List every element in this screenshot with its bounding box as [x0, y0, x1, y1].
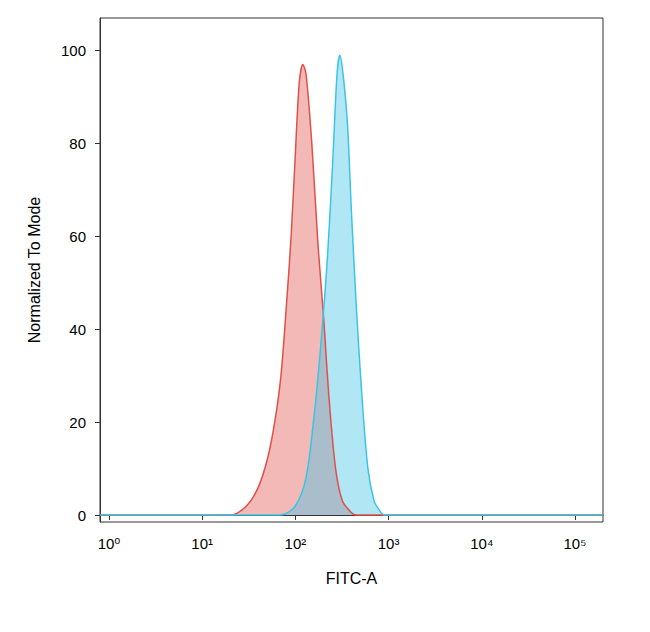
svg-text:FITC-A: FITC-A	[326, 570, 378, 587]
svg-text:0: 0	[78, 507, 86, 524]
svg-text:10⁵: 10⁵	[563, 535, 586, 552]
svg-text:10²: 10²	[285, 535, 307, 552]
svg-text:Normalized To Mode: Normalized To Mode	[26, 197, 43, 344]
svg-text:10⁴: 10⁴	[470, 535, 493, 552]
svg-text:10⁰: 10⁰	[98, 535, 121, 552]
svg-text:100: 100	[61, 42, 86, 59]
svg-text:10¹: 10¹	[191, 535, 213, 552]
svg-text:40: 40	[69, 321, 86, 338]
svg-text:20: 20	[69, 414, 86, 431]
svg-text:80: 80	[69, 135, 86, 152]
svg-text:60: 60	[69, 228, 86, 245]
svg-text:10³: 10³	[378, 535, 400, 552]
